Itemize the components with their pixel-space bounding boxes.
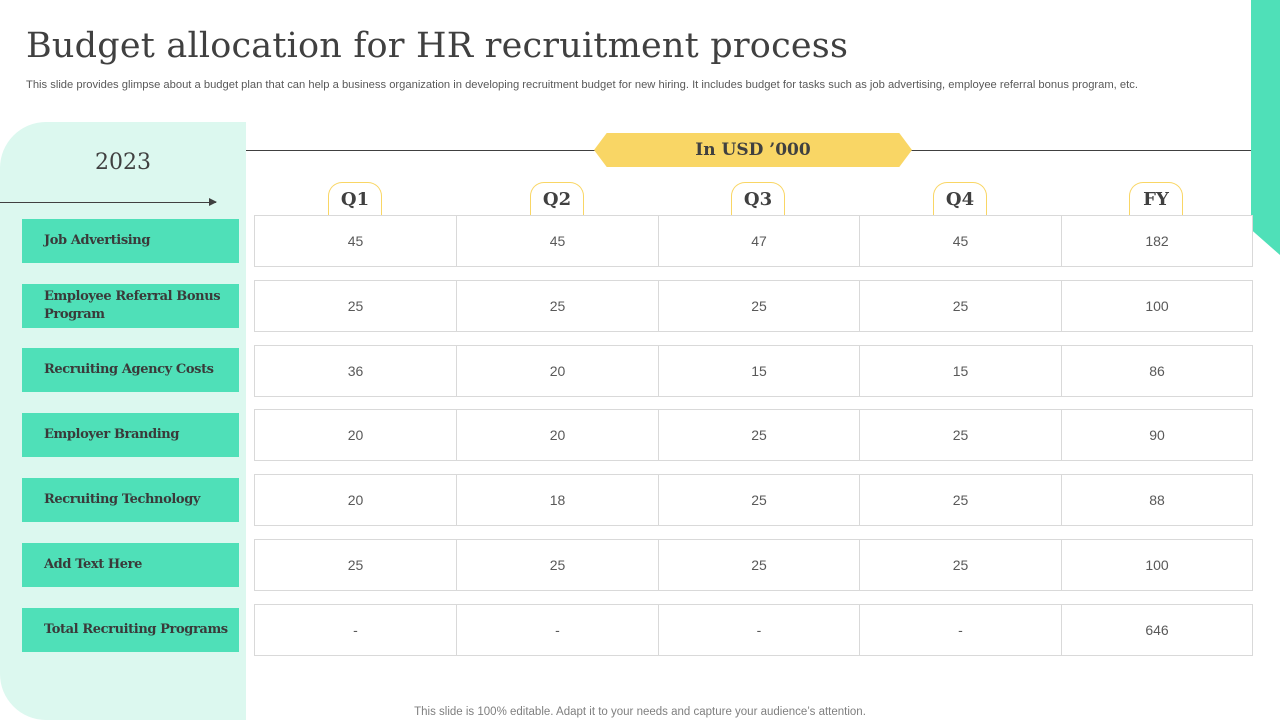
table-cell: 45 (457, 216, 659, 266)
table-cell: 25 (255, 281, 457, 331)
column-header-q3: Q3 (731, 182, 785, 216)
table-row: 36 20 15 15 86 (254, 345, 1253, 397)
slide-subtitle: This slide provides glimpse about a budg… (26, 79, 1138, 91)
column-header-fy: FY (1129, 182, 1183, 216)
table-cell: 25 (457, 281, 659, 331)
table-cell: 25 (659, 281, 860, 331)
table-cell: 182 (1145, 233, 1169, 249)
table-cell: 25 (860, 281, 1062, 331)
row-label-recruiting-technology: Recruiting Technology (22, 478, 239, 522)
column-header-q1: Q1 (328, 182, 382, 216)
table-cell: 45 (255, 216, 457, 266)
table-cell: 646 (1145, 622, 1169, 638)
table-cell: 25 (659, 540, 860, 590)
row-label-employer-branding: Employer Branding (22, 413, 239, 457)
table-cell: - (255, 605, 457, 655)
table-cell: 88 (1149, 492, 1165, 508)
row-label-employee-referral: Employee Referral Bonus Program (22, 284, 239, 328)
table-cell: 45 (860, 216, 1062, 266)
arrow-line (0, 202, 216, 203)
footer-note: This slide is 100% editable. Adapt it to… (414, 706, 866, 718)
table-cell: 47 (659, 216, 860, 266)
table-cell: 36 (255, 346, 457, 396)
table-row: 20 20 25 25 90 (254, 409, 1253, 461)
table-cell: 90 (1149, 427, 1165, 443)
table-row: 45 45 47 45 182 (254, 215, 1253, 267)
table-cell: 15 (659, 346, 860, 396)
table-cell: 86 (1149, 363, 1165, 379)
table-cell: 20 (457, 346, 659, 396)
table-cell: 100 (1145, 298, 1169, 314)
slide-title: Budget allocation for HR recruitment pro… (26, 26, 849, 66)
table-cell: 25 (659, 410, 860, 460)
table-cell: 100 (1145, 557, 1169, 573)
table-cell: 25 (860, 540, 1062, 590)
table-cell: - (860, 605, 1062, 655)
unit-banner: In USD ’000 (594, 133, 912, 167)
column-header-q2: Q2 (530, 182, 584, 216)
table-cell: 20 (255, 475, 457, 525)
arrow-head-icon (209, 198, 217, 206)
table-cell: 25 (659, 475, 860, 525)
column-header-q4: Q4 (933, 182, 987, 216)
table-cell: 20 (255, 410, 457, 460)
table-row: 20 18 25 25 88 (254, 474, 1253, 526)
row-label-agency-costs: Recruiting Agency Costs (22, 348, 239, 392)
table-row: 25 25 25 25 100 (254, 280, 1253, 332)
table-cell: 25 (860, 475, 1062, 525)
table-row: - - - - 646 (254, 604, 1253, 656)
corner-accent-shape (1251, 0, 1280, 255)
row-label-add-text: Add Text Here (22, 543, 239, 587)
table-cell: 25 (860, 410, 1062, 460)
table-cell: 25 (457, 540, 659, 590)
table-cell: 15 (860, 346, 1062, 396)
table-cell: 20 (457, 410, 659, 460)
table-row: 25 25 25 25 100 (254, 539, 1253, 591)
row-label-total: Total Recruiting Programs (22, 608, 239, 652)
table-cell: 18 (457, 475, 659, 525)
table-cell: 25 (255, 540, 457, 590)
row-label-job-advertising: Job Advertising (22, 219, 239, 263)
table-cell: - (659, 605, 860, 655)
table-cell: - (457, 605, 659, 655)
year-label: 2023 (95, 150, 151, 175)
